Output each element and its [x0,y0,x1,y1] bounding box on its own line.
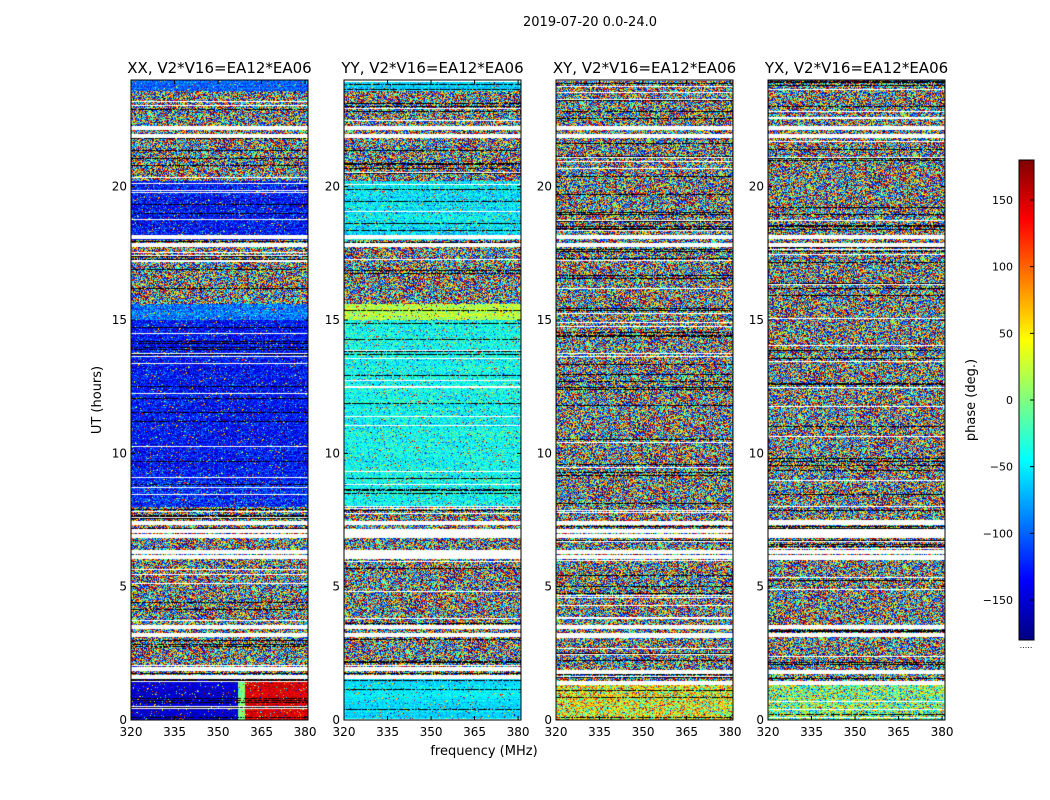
x-tick-label: 335 [800,725,823,739]
panel-title: YX, V2*V16=EA12*EA06 [764,59,948,77]
x-tick-label: 350 [207,725,230,739]
figure-title: 2019-07-20 0.0-24.0 [523,15,657,30]
x-tick-label: 365 [463,725,486,739]
x-axis-label: frequency (MHz) [430,744,537,759]
heatmap-image [768,80,945,720]
y-tick-label: 5 [544,580,552,594]
y-tick-label: 15 [325,313,340,327]
y-tick-label: 20 [325,180,340,194]
y-tick-label: 0 [544,713,552,727]
colorbar-label: phase (deg.) [964,359,979,441]
panel-frame [555,79,734,721]
y-tick-label: 15 [112,313,127,327]
x-tick-label: 320 [545,725,568,739]
y-tick-label: 15 [537,313,552,327]
y-tick-label: 20 [749,180,764,194]
colorbar-ticks: 150 100 50 0 −50 −100 −150 [983,194,1034,607]
heatmap-image [556,80,733,720]
y-tick-label: 0 [756,713,764,727]
panels: XX, V2*V16=EA12*EA06 320 335 350 365 380 0 5 10 1… [112,59,954,739]
panel-title: XX, V2*V16=EA12*EA06 [127,59,311,77]
colorbar-tick-label: −150 [983,594,1013,607]
heatmap-image [344,80,521,720]
x-tick-label: 365 [250,725,273,739]
x-tick-label: 350 [420,725,443,739]
y-tick-label: 10 [749,446,764,460]
x-tick-label: 380 [719,725,742,739]
panel-yy: YY, V2*V16=EA12*EA06 320 335 350 365 380 0 5 10 1… [325,59,530,739]
x-tick-label: 380 [931,725,954,739]
colorbar-footer: ..... [1020,641,1033,650]
y-tick-label: 15 [749,313,764,327]
x-tick-label: 335 [163,725,186,739]
y-tick-label: 20 [112,180,127,194]
panel-frame [343,79,522,721]
x-tick-label: 320 [120,725,143,739]
y-tick-label: 0 [332,713,340,727]
panel-xx: XX, V2*V16=EA12*EA06 320 335 350 365 380 0 5 10 1… [112,59,317,739]
y-tick-label: 0 [119,713,127,727]
panel-frame [767,79,946,721]
y-tick-label: 10 [112,446,127,460]
x-tick-label: 320 [333,725,356,739]
y-tick-label: 5 [332,580,340,594]
heatmap-image [131,80,308,720]
y-tick-label: 10 [537,446,552,460]
panel-yx: YX, V2*V16=EA12*EA06 320 335 350 365 380 0 5 10 1… [749,59,954,739]
x-tick-label: 350 [844,725,867,739]
x-tick-label: 335 [588,725,611,739]
y-tick-label: 10 [325,446,340,460]
x-tick-label: 380 [507,725,530,739]
colorbar-tick-label: 150 [992,194,1013,207]
colorbar-tick-label: 100 [992,261,1013,274]
y-tick-label: 5 [756,580,764,594]
panel-title: XY, V2*V16=EA12*EA06 [553,59,736,77]
panel-frame [130,79,309,721]
colorbar-tick-label: −50 [990,461,1013,474]
panel-xy: XY, V2*V16=EA12*EA06 320 335 350 365 380 0 5 10 1… [537,59,742,739]
x-tick-label: 320 [757,725,780,739]
x-tick-label: 365 [675,725,698,739]
panel-title: YY, V2*V16=EA12*EA06 [340,59,523,77]
x-tick-label: 380 [294,725,317,739]
y-tick-label: 5 [119,580,127,594]
x-tick-label: 350 [632,725,655,739]
x-tick-label: 335 [376,725,399,739]
x-tick-label: 365 [887,725,910,739]
colorbar-tick-label: 50 [999,327,1013,340]
colorbar-tick-label: −100 [983,527,1013,540]
y-axis-label: UT (hours) [90,366,105,434]
colorbar-tick-label: 0 [1006,394,1013,407]
colorbar: 150 100 50 0 −50 −100 −150 phase (deg.) ..... [964,159,1035,650]
y-tick-label: 20 [537,180,552,194]
